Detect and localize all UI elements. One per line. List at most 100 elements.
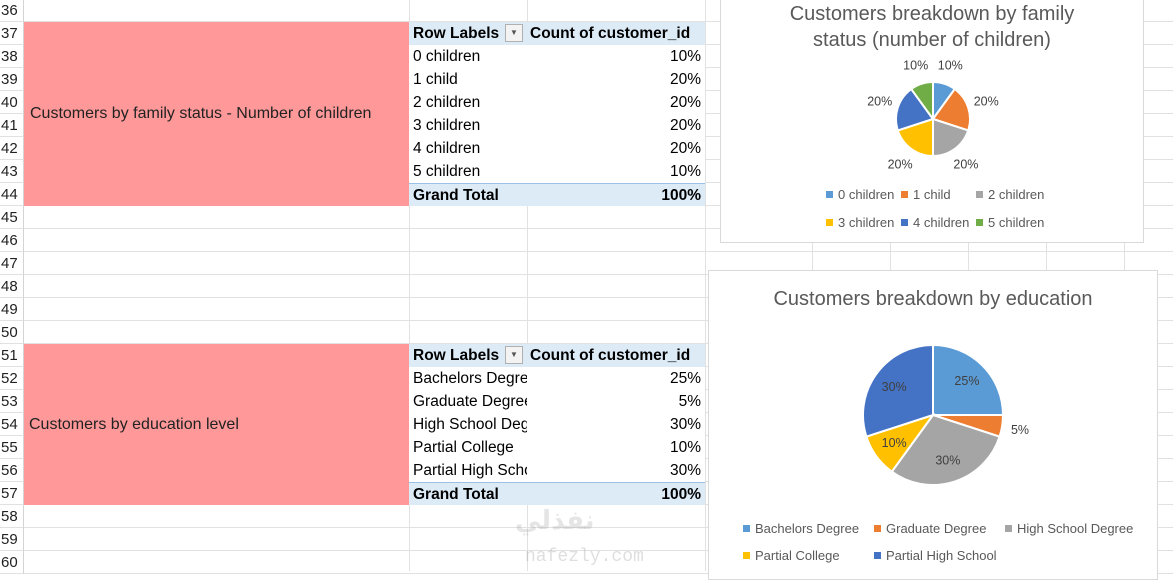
row-header[interactable]: 51 <box>0 344 24 367</box>
pie-slice-high-school-degree[interactable] <box>890 413 1001 486</box>
data-label: 30% <box>882 380 907 394</box>
pie-slice-bachelors-degree[interactable] <box>932 343 1005 416</box>
pivot-row[interactable]: Partial High School 30% <box>409 459 705 482</box>
legend-swatch <box>743 552 750 559</box>
legend-item[interactable]: 5 children <box>976 215 1044 230</box>
row-header[interactable]: 57 <box>0 482 24 505</box>
row-gridline <box>24 343 1173 344</box>
row-value: 30% <box>669 462 701 479</box>
pivot-row[interactable]: Partial College 10% <box>409 436 705 459</box>
row-gridline <box>24 527 1173 528</box>
row-header[interactable]: 42 <box>0 137 24 160</box>
legend-swatch <box>976 219 983 226</box>
chart-education[interactable]: Customers breakdown by education 25% 5% 30… <box>708 270 1158 580</box>
row-header[interactable]: 43 <box>0 160 24 183</box>
row-gridline <box>24 251 1173 252</box>
data-label: 20% <box>888 157 913 171</box>
row-header[interactable]: 59 <box>0 528 24 551</box>
row-header[interactable]: 53 <box>0 390 24 413</box>
legend-item[interactable]: Partial College <box>743 548 840 563</box>
pivot-row[interactable]: Graduate Degree 5% <box>409 390 705 413</box>
pivot-row[interactable]: 1 child 20% <box>409 68 705 91</box>
pivot-row[interactable]: 0 children 10% <box>409 45 705 68</box>
row-header[interactable]: 36 <box>0 0 24 22</box>
row-gridline <box>24 550 1173 551</box>
legend-item[interactable]: Bachelors Degree <box>743 521 859 536</box>
legend-label: 0 children <box>838 187 895 202</box>
pie-chart: 10% 20% 20% 20% 20% 10% <box>867 59 999 172</box>
row-header[interactable]: 50 <box>0 321 24 344</box>
row-header[interactable]: 40 <box>0 91 24 114</box>
row-header[interactable]: 44 <box>0 183 24 206</box>
legend-swatch <box>1005 525 1012 532</box>
row-gridline <box>24 297 1173 298</box>
legend-item[interactable]: High School Degree <box>1005 521 1133 536</box>
filter-dropdown-icon[interactable]: ▼ <box>505 346 523 364</box>
legend-label: Graduate Degree <box>886 521 987 536</box>
row-header[interactable]: 45 <box>0 206 24 229</box>
legend-label: 1 child <box>913 187 951 202</box>
legend-label: Partial High School <box>886 548 997 563</box>
filter-dropdown-icon[interactable]: ▼ <box>505 24 523 42</box>
row-value: 20% <box>669 117 701 134</box>
total-value: 100% <box>661 187 701 204</box>
row-header[interactable]: 54 <box>0 413 24 436</box>
legend-item[interactable]: 1 child <box>901 187 951 202</box>
pivot-row[interactable]: Bachelors Degree 25% <box>409 367 705 390</box>
row-header[interactable]: 47 <box>0 252 24 275</box>
data-label: 5% <box>1011 423 1029 437</box>
row-label: 1 child <box>413 71 458 88</box>
pie-slice-partial-high-school[interactable] <box>862 343 934 438</box>
row-header[interactable]: 48 <box>0 275 24 298</box>
row-value: 10% <box>669 48 701 65</box>
total-label: Grand Total <box>413 486 499 503</box>
row-value: 10% <box>669 163 701 180</box>
pie-slice-2-children[interactable] <box>932 117 970 158</box>
data-label: 20% <box>953 157 978 171</box>
pie-slice-1-child[interactable] <box>931 87 971 132</box>
row-header[interactable]: 46 <box>0 229 24 252</box>
pivot-row[interactable]: 5 children 10% <box>409 160 705 183</box>
row-header[interactable]: 52 <box>0 367 24 390</box>
legend-item[interactable]: 4 children <box>901 215 969 230</box>
pivot-row[interactable]: 3 children 20% <box>409 114 705 137</box>
row-label: 4 children <box>413 140 481 157</box>
total-label: Grand Total <box>413 187 499 204</box>
pie-slice-4-children[interactable] <box>895 87 935 132</box>
row-labels-header: Row Labels <box>413 347 500 364</box>
legend-swatch <box>874 525 881 532</box>
legend-item[interactable]: 0 children <box>826 187 894 202</box>
legend-item[interactable]: 3 children <box>826 215 894 230</box>
row-header[interactable]: 49 <box>0 298 24 321</box>
pie-slice-5-children[interactable] <box>909 80 934 123</box>
row-value: 10% <box>669 439 701 456</box>
grand-total-row: Grand Total 100% <box>409 183 705 206</box>
data-label: 10% <box>903 59 928 73</box>
legend-item[interactable]: Partial High School <box>874 548 997 563</box>
row-label: 5 children <box>413 163 481 180</box>
legend-item[interactable]: 2 children <box>976 187 1044 202</box>
row-header[interactable]: 39 <box>0 68 24 91</box>
value-header: Count of customer_id <box>530 25 691 42</box>
section-label-family-status[interactable]: Customers by family status - Number of c… <box>24 22 409 206</box>
chart-family-status[interactable]: Customers breakdown by family status (nu… <box>720 0 1144 243</box>
legend-swatch <box>901 219 908 226</box>
row-header[interactable]: 60 <box>0 551 24 574</box>
pivot-row[interactable]: High School Degree 30% <box>409 413 705 436</box>
legend-label: Partial College <box>755 548 840 563</box>
row-labels-header: Row Labels <box>413 25 500 42</box>
row-header[interactable]: 38 <box>0 45 24 68</box>
pivot-row[interactable]: 2 children 20% <box>409 91 705 114</box>
value-header: Count of customer_id <box>530 347 691 364</box>
row-header[interactable]: 41 <box>0 114 24 137</box>
row-gridline <box>24 21 1173 22</box>
data-label: 25% <box>954 374 979 388</box>
row-header[interactable]: 56 <box>0 459 24 482</box>
legend-swatch <box>826 219 833 226</box>
row-header[interactable]: 58 <box>0 505 24 528</box>
legend-item[interactable]: Graduate Degree <box>874 521 986 536</box>
pivot-row[interactable]: 4 children 20% <box>409 137 705 160</box>
row-header[interactable]: 55 <box>0 436 24 459</box>
row-header[interactable]: 37 <box>0 22 24 45</box>
section-label-education[interactable]: Customers by education level <box>24 344 409 505</box>
